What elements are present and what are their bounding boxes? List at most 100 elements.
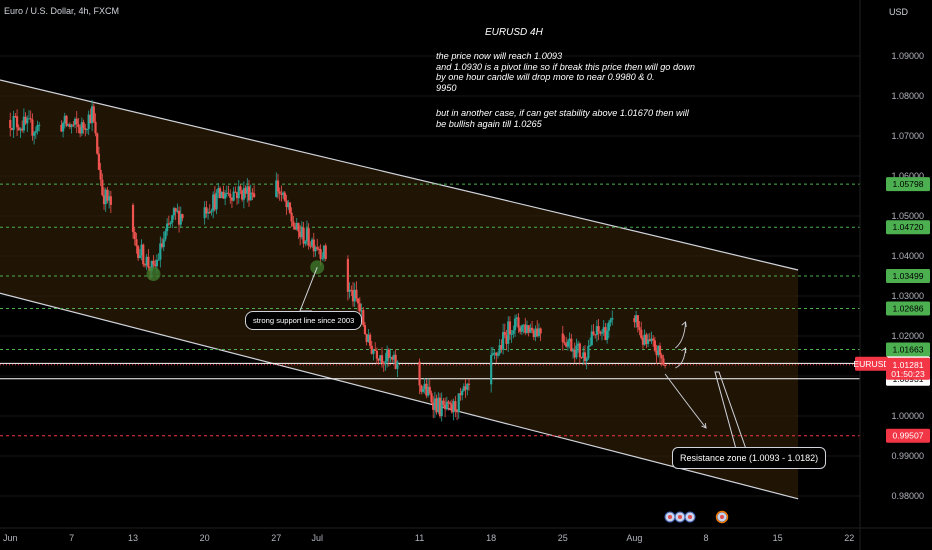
arrow-head: [701, 422, 707, 429]
candle-body: [420, 385, 423, 392]
candle-body: [571, 349, 575, 352]
candle-body: [379, 355, 382, 361]
candle-body: [34, 131, 37, 133]
symbol-title[interactable]: Euro / U.S. Dollar, 4h, FXCM: [4, 6, 120, 16]
candle-body: [660, 355, 663, 359]
candle-body: [26, 118, 29, 124]
candle-body: [594, 334, 597, 336]
candle-body: [239, 186, 242, 191]
candle-body: [229, 193, 232, 198]
candle-body: [227, 192, 230, 194]
candle-body: [140, 244, 143, 256]
candle-body: [137, 246, 140, 258]
candle-body: [519, 327, 522, 332]
candle-body: [157, 259, 160, 261]
candle-body: [577, 343, 580, 346]
candle-body: [145, 256, 148, 266]
candle-body: [299, 231, 302, 238]
price-level-badge: [886, 220, 930, 235]
analysis-note-2: but in another case, if can get stabilit…: [436, 108, 692, 129]
date-tick-label: 25: [558, 533, 568, 543]
candle-body: [570, 338, 573, 352]
candle-body: [590, 331, 593, 346]
candle-body: [447, 401, 450, 403]
current-price-label: 1.01281: [892, 360, 923, 370]
candle-body: [96, 133, 99, 154]
candle-body: [278, 191, 281, 194]
arrow-head: [681, 321, 687, 328]
candle-body: [457, 393, 460, 413]
price-tick-label: 1.02000: [891, 331, 924, 341]
candle-body: [27, 118, 31, 120]
currency-label[interactable]: USD: [888, 7, 908, 17]
candle-body: [355, 289, 358, 299]
price-tick-label: 0.99000: [891, 451, 924, 461]
candle-body: [205, 207, 208, 214]
candle-body: [455, 411, 459, 413]
support-callout[interactable]: strong support line since 2003: [245, 311, 363, 330]
candle-body: [493, 352, 496, 354]
candle-body: [316, 247, 319, 249]
candle-body: [300, 227, 303, 238]
candle-body: [317, 248, 321, 250]
date-tick-label: 20: [200, 533, 210, 543]
candle-body: [375, 350, 378, 359]
candle-body: [246, 186, 249, 194]
candle-body: [222, 191, 225, 199]
candle-body: [62, 122, 65, 132]
candle-body: [302, 227, 305, 244]
candle-body: [104, 189, 107, 205]
candle-body: [169, 222, 172, 225]
price-tick-label: 1.03000: [891, 291, 924, 301]
candle-body: [131, 204, 135, 232]
candle-body: [389, 357, 392, 359]
price-tick-label: 1.08000: [891, 91, 924, 101]
date-tick-label: Jun: [3, 533, 18, 543]
candle-body: [350, 289, 353, 291]
price-level-label: 0.99507: [892, 431, 923, 441]
candle-body: [99, 169, 102, 180]
candle-body: [138, 255, 141, 258]
candle-body: [490, 354, 493, 385]
candle-body: [230, 197, 234, 201]
candle-body: [367, 334, 370, 343]
candle-body: [583, 352, 587, 362]
candle-body: [292, 221, 295, 227]
candle-body: [638, 327, 641, 330]
candle-body: [588, 345, 592, 347]
candle-body: [421, 389, 425, 392]
candle-body: [19, 128, 22, 131]
horizontal-levels: [0, 183, 860, 437]
arrow-head: [681, 347, 687, 354]
candle-body: [31, 119, 34, 136]
candle-body: [295, 222, 298, 230]
date-tick-label: 11: [415, 533, 424, 543]
candle-body: [143, 264, 147, 266]
candle-body: [179, 214, 182, 225]
candle-body: [368, 334, 372, 346]
date-tick-label: Aug: [626, 533, 642, 543]
candle-body: [433, 398, 436, 410]
candle-body: [297, 222, 300, 232]
candle-body: [510, 333, 513, 335]
candle-body: [92, 106, 95, 122]
candle-body: [592, 331, 595, 335]
candle-body: [321, 258, 324, 260]
candle-body: [176, 210, 179, 212]
analysis-title: EURUSD 4H: [485, 27, 543, 38]
candle-body: [87, 114, 90, 130]
candle-body: [360, 310, 363, 312]
price-level-badge: [886, 428, 930, 443]
candle-body: [658, 345, 662, 356]
price-level-badge: [886, 177, 930, 192]
resistance-callout[interactable]: Resistance zone (1.0093 - 1.0182): [672, 447, 827, 469]
candle-body: [84, 128, 87, 130]
candle-body: [502, 332, 505, 350]
symbol-badge-label: EURUSD: [853, 359, 889, 369]
candle-body: [513, 318, 517, 331]
candle-body: [108, 196, 111, 201]
candle-body: [249, 192, 252, 201]
candle-body: [166, 223, 169, 232]
candle-body: [237, 186, 240, 199]
